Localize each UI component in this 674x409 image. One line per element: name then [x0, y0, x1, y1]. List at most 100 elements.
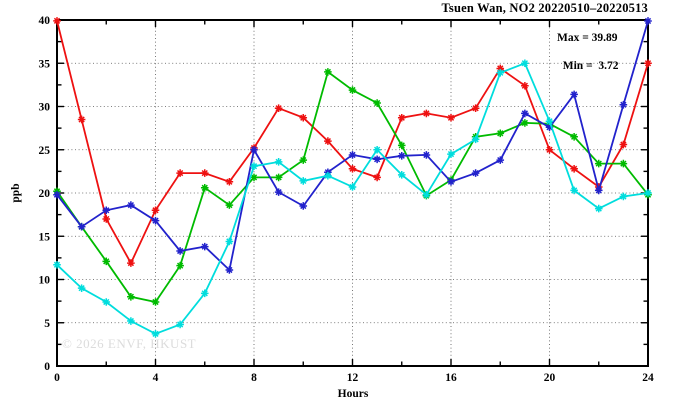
data-point-marker [299, 113, 308, 122]
data-point-marker [151, 206, 160, 215]
data-point-marker [397, 141, 406, 150]
data-point-marker [447, 113, 455, 122]
data-point-marker [274, 173, 283, 182]
x-tick-label: 8 [251, 372, 257, 384]
data-point-marker [471, 135, 480, 144]
data-series-series-1 [53, 17, 652, 267]
data-point-marker [324, 137, 332, 145]
max-value-label: Max = 39.89 [557, 32, 618, 44]
data-point-marker [496, 64, 505, 73]
data-point-marker [594, 186, 603, 195]
data-point-marker [644, 17, 652, 25]
data-point-marker [521, 109, 529, 118]
y-tick-label: 15 [39, 231, 51, 243]
data-point-marker [570, 132, 578, 141]
y-tick-label: 40 [39, 15, 51, 27]
data-point-marker [348, 183, 357, 191]
data-point-marker [373, 99, 381, 107]
data-point-marker [545, 117, 554, 126]
x-tick-label: 4 [153, 372, 159, 384]
data-point-marker [225, 177, 234, 186]
data-point-marker [348, 151, 357, 159]
data-point-marker [151, 330, 160, 338]
data-point-marker [225, 266, 234, 274]
y-tick-label: 25 [39, 145, 51, 157]
data-point-marker [324, 68, 332, 76]
data-point-marker [324, 171, 332, 180]
data-point-marker [53, 190, 61, 199]
data-point-marker [53, 260, 61, 269]
data-point-marker [619, 100, 628, 109]
data-point-marker [373, 173, 381, 182]
data-point-marker [250, 173, 258, 182]
data-point-marker [127, 317, 135, 325]
y-axis-label: ppb [10, 183, 22, 203]
data-point-marker [102, 206, 111, 215]
data-point-marker [127, 293, 135, 301]
y-tick-label: 20 [39, 188, 51, 200]
data-point-marker [619, 192, 628, 201]
data-point-marker [496, 68, 505, 77]
data-point-marker [594, 159, 603, 168]
data-series-series-3 [53, 17, 652, 274]
data-point-marker [225, 237, 234, 246]
data-point-marker [176, 169, 184, 177]
data-point-marker [151, 216, 160, 225]
data-point-marker [200, 289, 209, 298]
data-point-marker [447, 150, 455, 158]
data-point-marker [77, 115, 86, 124]
data-point-marker [102, 298, 111, 306]
data-point-marker [521, 81, 529, 90]
data-point-marker [274, 188, 283, 196]
min-value-label: Min = 3.72 [562, 60, 619, 72]
x-tick-label: 24 [642, 372, 654, 384]
y-tick-label: 0 [44, 361, 50, 373]
data-point-marker [77, 284, 86, 292]
data-point-marker [373, 155, 381, 164]
y-tick-label: 35 [39, 58, 51, 70]
data-series-series-4 [53, 59, 652, 338]
data-point-marker [77, 222, 86, 231]
data-point-marker [570, 164, 578, 173]
data-point-marker [200, 169, 209, 177]
data-point-marker [545, 123, 554, 132]
y-tick-label: 5 [44, 318, 50, 330]
data-point-marker [127, 259, 135, 267]
data-point-marker [397, 152, 406, 160]
data-point-marker [299, 177, 308, 185]
data-point-marker [200, 242, 209, 251]
data-point-marker [422, 190, 431, 199]
data-point-marker [250, 145, 258, 154]
y-tick-label: 10 [39, 275, 51, 287]
data-point-marker [594, 204, 603, 213]
data-point-marker [102, 215, 111, 223]
data-point-marker [644, 59, 652, 68]
max-min-annotation: Max = 39.89 Min = 3.72 [557, 31, 619, 73]
data-point-marker [422, 109, 431, 118]
data-point-marker [250, 162, 258, 170]
x-tick-label: 20 [544, 372, 556, 384]
data-point-marker [102, 257, 111, 266]
data-point-marker [496, 156, 505, 164]
y-tick-label: 30 [39, 102, 51, 114]
x-tick-label: 12 [347, 372, 359, 384]
chart-title: Tsuen Wan, NO2 20220510–20220513 [441, 1, 648, 15]
data-point-marker [521, 119, 529, 127]
data-point-marker [397, 113, 406, 122]
series-line [56, 62, 649, 335]
x-tick-label: 16 [445, 372, 457, 384]
data-point-marker [176, 247, 184, 255]
data-point-marker [274, 104, 283, 113]
data-point-marker [274, 158, 283, 166]
data-point-marker [397, 171, 406, 179]
data-point-marker [570, 186, 578, 195]
data-point-marker [348, 86, 357, 94]
data-point-marker [151, 298, 160, 306]
data-point-marker [299, 156, 308, 164]
data-point-marker [299, 202, 308, 210]
data-point-marker [53, 17, 61, 25]
data-point-marker [176, 320, 184, 329]
data-point-marker [348, 164, 357, 173]
data-point-marker [422, 151, 431, 159]
